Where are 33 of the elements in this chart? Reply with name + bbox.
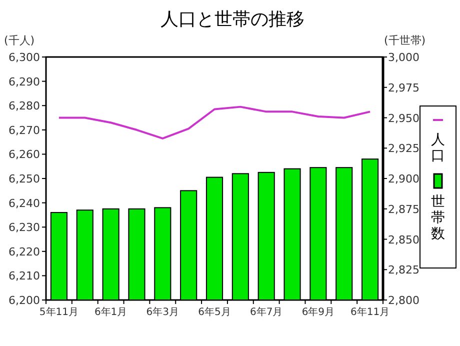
y2-tick-label: 2,925 bbox=[388, 142, 420, 156]
x-tick-label: 6年3月 bbox=[146, 306, 180, 318]
y-tick-label: 6,210 bbox=[8, 270, 40, 283]
y-tick-label: 6,260 bbox=[8, 148, 40, 162]
y-tick-label: 6,240 bbox=[8, 196, 40, 210]
x-tick-label: 5年11月 bbox=[39, 306, 79, 318]
x-tick-label: 6年5月 bbox=[198, 306, 231, 318]
y2-tick-label: 2,800 bbox=[388, 294, 420, 307]
chart-title: 人口と世帯の推移 bbox=[160, 9, 304, 30]
y-tick-label: 6,290 bbox=[8, 75, 40, 88]
y-tick-label: 6,220 bbox=[8, 245, 40, 258]
y2-tick-label: 2,900 bbox=[388, 172, 420, 186]
y-tick-label: 6,280 bbox=[8, 100, 40, 113]
y2-tick-label: 2,950 bbox=[388, 112, 420, 125]
y-axis-title: (千人) bbox=[4, 34, 35, 47]
y2-tick-label: 2,875 bbox=[388, 202, 420, 216]
y2-tick-label: 2,975 bbox=[388, 81, 420, 94]
x-tick-label: 6年9月 bbox=[302, 306, 335, 318]
x-tick-label: 6年7月 bbox=[250, 306, 283, 318]
y-tick-label: 6,200 bbox=[8, 294, 40, 307]
y2-tick-label: 2,850 bbox=[388, 233, 420, 246]
y-tick-label: 6,300 bbox=[8, 51, 40, 64]
x-tick-label: 6年1月 bbox=[94, 306, 128, 318]
x-tick-label: 6年11月 bbox=[350, 306, 390, 318]
y-tick-label: 6,230 bbox=[8, 221, 40, 234]
y2-axis-title: (千世帯) bbox=[384, 34, 426, 47]
y-tick-label: 6,250 bbox=[8, 172, 40, 186]
legend-label: 人口 bbox=[431, 132, 445, 164]
legend-label: 世帯数 bbox=[431, 194, 445, 242]
y2-tick-label: 3,000 bbox=[388, 51, 420, 64]
y2-tick-label: 2,825 bbox=[388, 264, 420, 277]
y-tick-label: 6,270 bbox=[8, 124, 40, 137]
line-series bbox=[58, 106, 372, 140]
